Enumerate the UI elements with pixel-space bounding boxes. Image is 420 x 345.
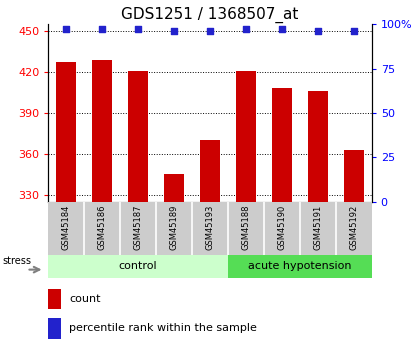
Text: GSM45187: GSM45187 (134, 205, 143, 250)
Bar (48, 318, 61, 339)
Text: GSM45190: GSM45190 (277, 205, 286, 250)
Bar (272, 88, 292, 202)
Bar (344, 150, 364, 202)
Text: control: control (119, 261, 158, 271)
Text: GSM45191: GSM45191 (313, 205, 322, 250)
Bar (56, 62, 76, 202)
Text: count: count (69, 294, 101, 304)
Point (63, 27, 70, 32)
Bar (228, 255, 372, 278)
Point (278, 27, 285, 32)
Point (207, 29, 213, 34)
Bar (200, 140, 220, 202)
Text: percentile rank within the sample: percentile rank within the sample (69, 323, 257, 333)
Bar (308, 91, 328, 202)
Point (243, 27, 249, 32)
Text: GSM45192: GSM45192 (349, 205, 358, 250)
Text: GSM45188: GSM45188 (241, 205, 250, 250)
Point (315, 29, 321, 34)
Title: GDS1251 / 1368507_at: GDS1251 / 1368507_at (121, 7, 299, 23)
Text: stress: stress (3, 256, 31, 266)
Bar (128, 71, 148, 202)
Point (135, 27, 142, 32)
Point (171, 29, 177, 34)
Bar (48, 289, 61, 309)
Text: GSM45193: GSM45193 (205, 205, 215, 250)
Point (350, 29, 357, 34)
Text: GSM45186: GSM45186 (98, 205, 107, 250)
Point (99, 27, 105, 32)
Text: GSM45189: GSM45189 (170, 205, 178, 250)
Text: acute hypotension: acute hypotension (248, 261, 352, 271)
Text: GSM45184: GSM45184 (62, 205, 71, 250)
Bar (48, 255, 228, 278)
Bar (164, 175, 184, 202)
Bar (92, 60, 112, 202)
Bar (236, 71, 256, 202)
